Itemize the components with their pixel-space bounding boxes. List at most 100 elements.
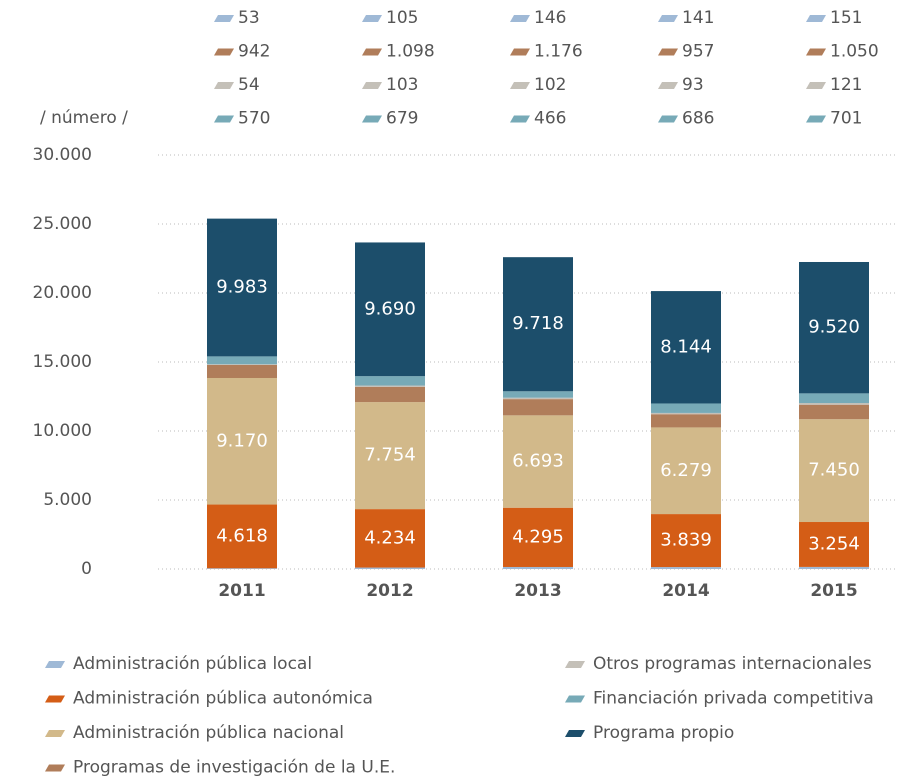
legend-label: Programas de investigación de la U.E. [73,758,395,778]
bar-segment [355,376,425,386]
bar-segment [355,385,425,387]
bar-segment [355,567,425,569]
legend-label: Programa propio [593,723,734,743]
legend-swatch [214,82,234,89]
bar-segment [651,414,721,428]
y-tick-label: 20.000 [33,283,92,303]
value-label: 1.050 [830,42,879,62]
bar-segment [799,261,869,394]
bar-segment [503,566,573,569]
legend-swatch [362,115,382,123]
x-tick-label: 2014 [662,581,709,601]
value-label: 1.098 [386,42,435,62]
bar-segment [355,386,425,403]
y-tick-label: 25.000 [33,214,92,234]
legend-label: Administración pública local [73,654,312,674]
legend-swatch [658,15,678,22]
value-label: 9.520 [808,317,860,338]
bar-segment [799,522,869,567]
value-label: 146 [534,8,566,28]
value-label: 570 [238,109,270,129]
bar-segment [503,399,573,416]
bar-segment [651,291,721,404]
legend-swatch [362,48,382,56]
value-label: 466 [534,109,566,129]
value-label: 1.176 [534,42,583,62]
value-label: 957 [682,42,714,62]
legend-swatch [214,15,234,22]
value-label: 6.693 [512,451,564,472]
y-tick-label: 30.000 [33,145,92,165]
x-tick-label: 2012 [366,581,413,601]
legend-label: Otros programas internacionales [593,654,872,674]
value-label: 105 [386,8,418,28]
legend-label: Administración pública autonómica [73,689,373,709]
value-label: 9.983 [216,277,268,298]
legend-label: Financiación privada competitiva [593,689,874,709]
bar-segment [503,257,573,392]
legend-label: Administración pública nacional [73,723,344,743]
legend-swatch [214,115,234,123]
bar-segment [207,504,277,569]
bar-segment [207,218,277,357]
value-label: 686 [682,109,714,129]
legend-swatch [565,695,585,703]
bar-segment [651,567,721,569]
bar-segment [651,403,721,413]
value-label: 141 [682,8,714,28]
value-label: 701 [830,109,862,129]
bar-segment [799,404,869,420]
legend-swatch [806,82,826,89]
value-label: 103 [386,75,418,95]
legend-swatch [362,15,382,22]
value-label: 4.618 [216,525,268,546]
value-label: 9.170 [216,430,268,451]
legend-swatch [806,48,826,56]
bar-segment [503,415,573,508]
legend-swatch [658,82,678,89]
bar-segment [207,356,277,365]
value-label: 3.254 [808,533,860,554]
value-label: 942 [238,42,270,62]
value-label: 679 [386,109,418,129]
legend-swatch [214,48,234,56]
bar-segment [651,514,721,568]
legend-swatch [565,661,585,668]
y-tick-label: 0 [81,559,92,579]
x-tick-label: 2013 [514,581,561,601]
value-label: 151 [830,8,862,28]
bar-segment [207,364,277,378]
value-label: 4.234 [364,527,416,548]
legend-swatch [658,115,678,123]
value-label: 9.690 [364,298,416,319]
bar-segment [207,568,277,569]
bar-segment [355,509,425,568]
bar-segment [799,403,869,405]
bar-segment [503,391,573,398]
bar-segment [355,242,425,377]
value-label: 54 [238,75,260,95]
legend-swatch [806,115,826,123]
value-label: 8.144 [660,336,712,357]
legend-swatch [510,48,530,56]
bar-segment [799,566,869,569]
legend-swatch [362,82,382,89]
legend-swatch [45,764,65,772]
value-label: 53 [238,8,260,28]
legend-swatch [510,115,530,123]
value-label: 3.839 [660,530,712,551]
value-label: 7.754 [364,445,416,466]
x-tick-label: 2015 [810,581,857,601]
y-tick-label: 10.000 [33,421,92,441]
bar-segment [651,427,721,515]
value-label: 9.718 [512,313,564,334]
bar-segment [503,507,573,567]
bar-segment [355,402,425,510]
y-tick-label: 5.000 [43,490,92,510]
value-label: 4.295 [512,526,564,547]
legend-swatch [510,15,530,22]
legend-swatch [565,730,585,737]
legend-swatch [806,15,826,22]
x-tick-label: 2011 [218,581,265,601]
bar-segment [799,393,869,404]
